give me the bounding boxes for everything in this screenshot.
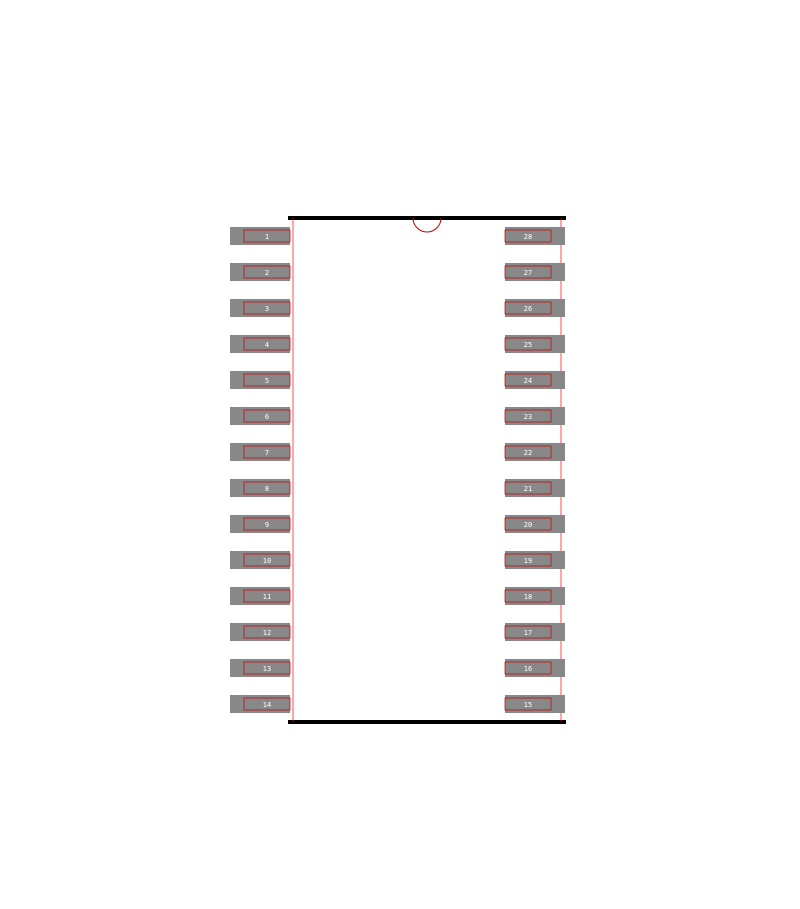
pad-14: 14 xyxy=(230,695,290,713)
pad-3: 3 xyxy=(230,299,290,317)
pad-13: 13 xyxy=(230,659,290,677)
svg-text:12: 12 xyxy=(263,629,271,637)
svg-text:23: 23 xyxy=(524,413,532,421)
pad-20: 20 xyxy=(505,515,565,533)
svg-text:25: 25 xyxy=(524,341,532,349)
svg-text:13: 13 xyxy=(263,665,271,673)
pad-19: 19 xyxy=(505,551,565,569)
svg-text:10: 10 xyxy=(263,557,271,565)
svg-text:16: 16 xyxy=(524,665,532,673)
pad-11: 11 xyxy=(230,587,290,605)
svg-text:21: 21 xyxy=(524,485,532,493)
pad-28: 28 xyxy=(505,227,565,245)
svg-text:27: 27 xyxy=(524,269,532,277)
svg-text:15: 15 xyxy=(524,701,532,709)
pad-21: 21 xyxy=(505,479,565,497)
pad-16: 16 xyxy=(505,659,565,677)
svg-text:11: 11 xyxy=(263,593,271,601)
svg-text:28: 28 xyxy=(524,233,532,241)
pad-7: 7 xyxy=(230,443,290,461)
pad-26: 26 xyxy=(505,299,565,317)
svg-text:9: 9 xyxy=(265,521,269,529)
svg-text:3: 3 xyxy=(265,305,269,313)
svg-text:8: 8 xyxy=(265,485,269,493)
pad-9: 9 xyxy=(230,515,290,533)
svg-text:1: 1 xyxy=(265,233,269,241)
svg-text:26: 26 xyxy=(524,305,532,313)
pad-24: 24 xyxy=(505,371,565,389)
svg-text:6: 6 xyxy=(265,413,269,421)
svg-text:4: 4 xyxy=(265,341,269,349)
svg-text:24: 24 xyxy=(524,377,532,385)
svg-text:22: 22 xyxy=(524,449,532,457)
pad-15: 15 xyxy=(505,695,565,713)
pad-5: 5 xyxy=(230,371,290,389)
pad-8: 8 xyxy=(230,479,290,497)
orientation-arc xyxy=(413,218,441,232)
svg-text:18: 18 xyxy=(524,593,532,601)
pad-4: 4 xyxy=(230,335,290,353)
pad-18: 18 xyxy=(505,587,565,605)
pad-10: 10 xyxy=(230,551,290,569)
pad-12: 12 xyxy=(230,623,290,641)
pad-17: 17 xyxy=(505,623,565,641)
svg-text:20: 20 xyxy=(524,521,532,529)
footprint-diagram: 1234567891011121314282726252423222120191… xyxy=(0,0,800,909)
pad-27: 27 xyxy=(505,263,565,281)
pad-2: 2 xyxy=(230,263,290,281)
svg-text:7: 7 xyxy=(265,449,269,457)
svg-text:17: 17 xyxy=(524,629,532,637)
pad-6: 6 xyxy=(230,407,290,425)
pad-22: 22 xyxy=(505,443,565,461)
svg-text:14: 14 xyxy=(263,701,271,709)
svg-text:2: 2 xyxy=(265,269,269,277)
pad-25: 25 xyxy=(505,335,565,353)
pad-1: 1 xyxy=(230,227,290,245)
pad-23: 23 xyxy=(505,407,565,425)
svg-text:19: 19 xyxy=(524,557,532,565)
svg-text:5: 5 xyxy=(265,377,269,385)
